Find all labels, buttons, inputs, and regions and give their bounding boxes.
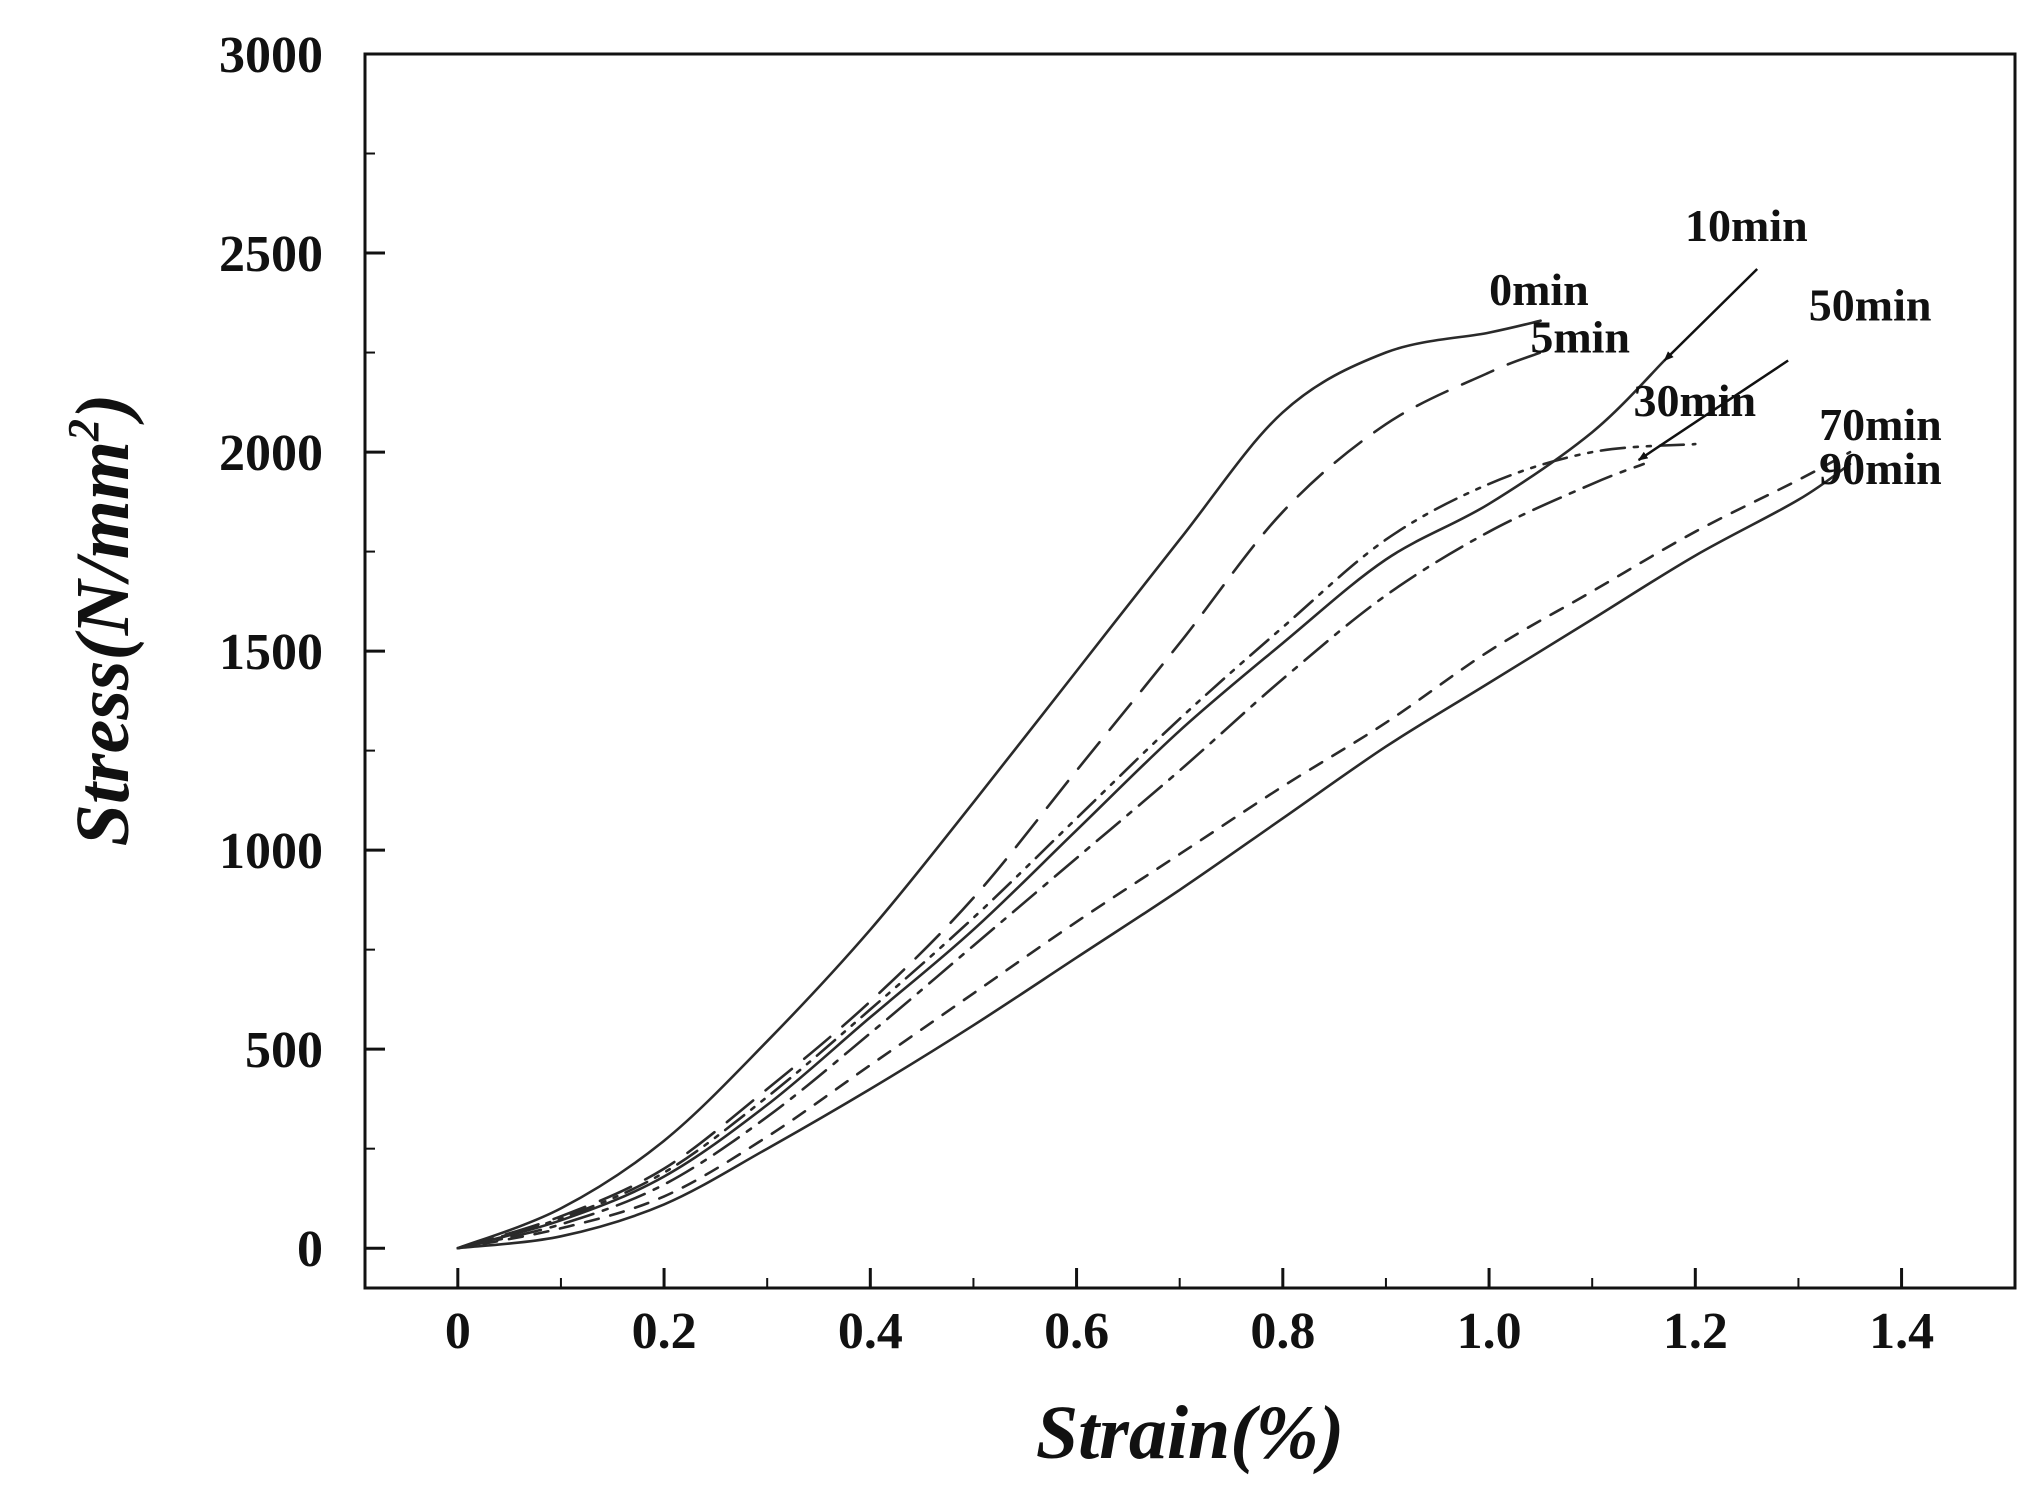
y-axis: 0 500 1000 1500 2000 2500 3000 <box>219 27 385 1278</box>
series-line-10min <box>456 359 1666 1250</box>
y-axis-title: Stress(N/mm2) <box>59 394 145 847</box>
y-tick-label: 0 <box>297 1221 323 1278</box>
x-axis-title: Strain(%) <box>1036 1391 1344 1475</box>
y-tick-label: 1000 <box>219 823 323 880</box>
annotation-arrow-10min <box>1663 268 1759 362</box>
series-line-50min <box>456 462 1645 1250</box>
x-tick-label: 0.2 <box>632 1303 697 1360</box>
y-axis-title-main: Stress(N/mm <box>61 441 145 846</box>
annotation-arrow-50min <box>1637 359 1789 462</box>
curve-label-10min: 10min <box>1685 200 1808 251</box>
x-tick-label: 0.8 <box>1250 1303 1315 1360</box>
curve-label-30min: 30min <box>1633 375 1756 426</box>
y-tick-label: 2500 <box>219 226 323 283</box>
series-line-70min <box>456 450 1852 1250</box>
y-axis-title-close: ) <box>61 394 145 425</box>
x-tick-label: 0.6 <box>1044 1303 1109 1360</box>
curve-label-90min: 90min <box>1819 443 1942 494</box>
series-line-0min <box>456 319 1542 1250</box>
y-tick-label: 3000 <box>219 27 323 84</box>
x-tick-label: 1.4 <box>1869 1303 1934 1360</box>
series-line-90min <box>456 462 1852 1250</box>
curve-label-70min: 70min <box>1819 399 1942 450</box>
x-tick-label: 0.4 <box>838 1303 903 1360</box>
y-tick-label: 1500 <box>219 624 323 681</box>
x-tick-label: 1.0 <box>1457 1303 1522 1360</box>
series-line-5min <box>456 351 1542 1250</box>
curve-label-0min: 0min <box>1489 264 1589 315</box>
x-tick-label: 1.2 <box>1663 1303 1728 1360</box>
plot-frame <box>363 52 2017 1290</box>
curve-label-5min: 5min <box>1530 312 1630 363</box>
y-axis-title-superscript: 2 <box>59 419 108 442</box>
curve-label-50min: 50min <box>1809 280 1932 331</box>
y-tick-label: 2000 <box>219 425 323 482</box>
curves <box>456 319 1852 1250</box>
x-tick-label: 0 <box>445 1303 471 1360</box>
x-axis: 0 0.2 0.4 0.6 0.8 1.0 1.2 1.4 <box>445 1268 1934 1360</box>
series-line-30min <box>456 442 1697 1250</box>
y-tick-label: 500 <box>245 1022 323 1079</box>
